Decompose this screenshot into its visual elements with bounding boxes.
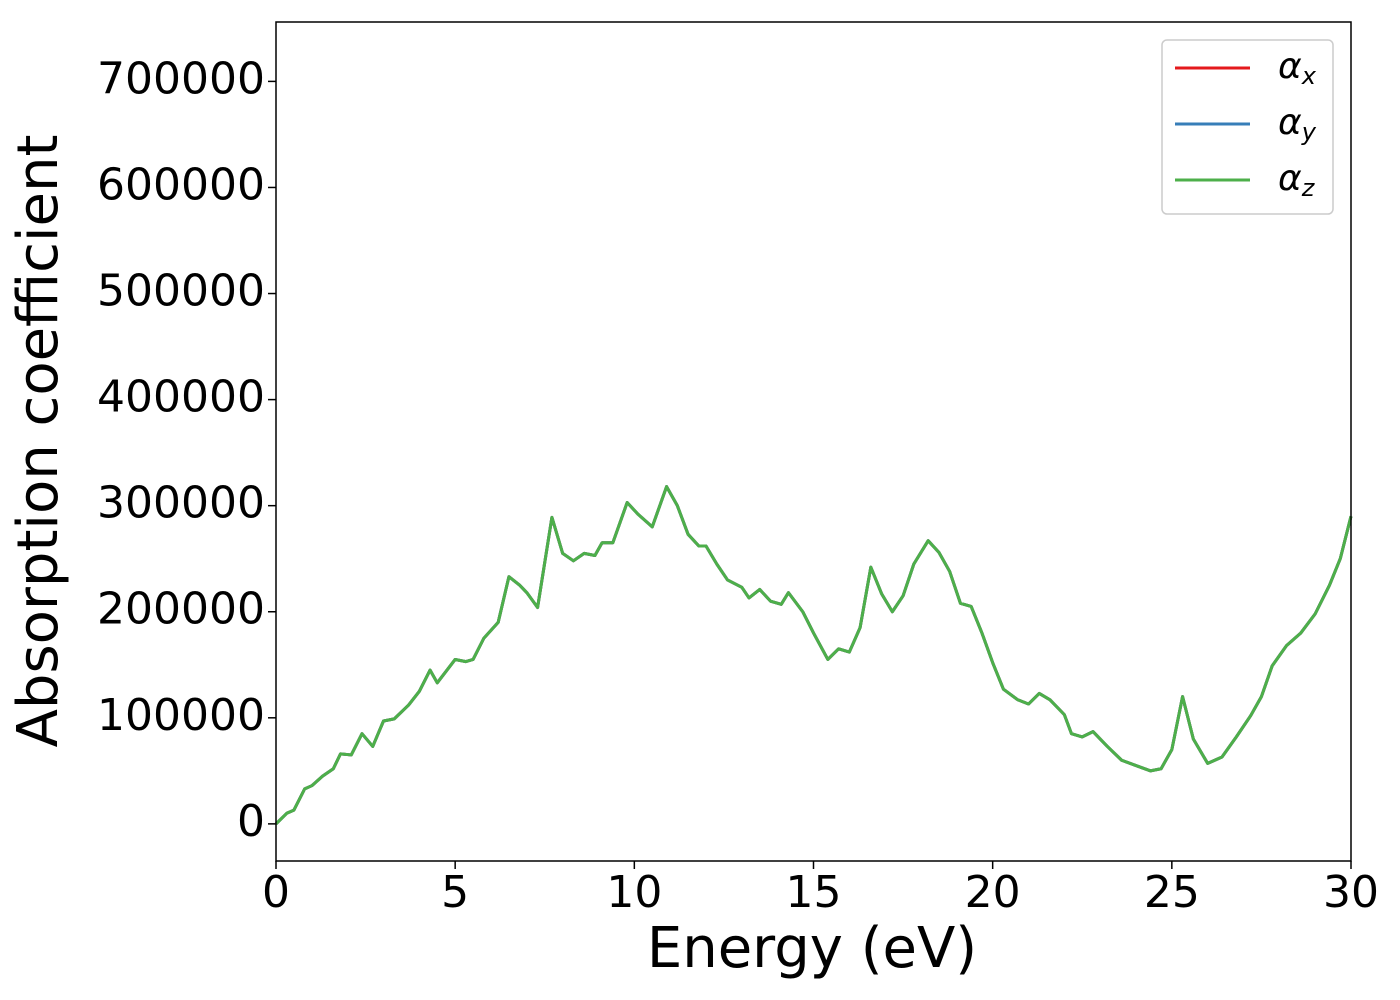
- legend-box: [1161, 39, 1334, 215]
- x-tick-label: 15: [786, 867, 842, 918]
- x-tick-label: 0: [262, 867, 290, 918]
- y-tick-label: 400000: [97, 372, 265, 423]
- legend-label: αz: [1278, 158, 1316, 202]
- series-line: [274, 485, 1353, 825]
- x-tick-label: 20: [965, 867, 1021, 918]
- y-tick-label: 500000: [97, 266, 265, 317]
- y-axis-label: Absorption coefficient: [6, 135, 71, 748]
- y-tick-label: 600000: [97, 159, 265, 210]
- series-line: [274, 485, 1353, 825]
- y-tick-label: 0: [237, 796, 265, 847]
- plot-frame: [275, 21, 1352, 862]
- y-tick-label: 200000: [97, 584, 265, 635]
- x-tick-label: 10: [606, 867, 662, 918]
- legend-label: αy: [1278, 102, 1317, 146]
- y-tick-label: 700000: [97, 53, 265, 104]
- x-axis-label: Energy (eV): [647, 916, 977, 981]
- legend-label: αx: [1278, 46, 1317, 90]
- x-tick-label: 5: [441, 867, 469, 918]
- y-tick-label: 300000: [97, 478, 265, 529]
- x-tick-label: 30: [1323, 867, 1379, 918]
- series-line: [274, 485, 1353, 825]
- x-tick-label: 25: [1144, 867, 1200, 918]
- y-tick-label: 100000: [97, 690, 265, 741]
